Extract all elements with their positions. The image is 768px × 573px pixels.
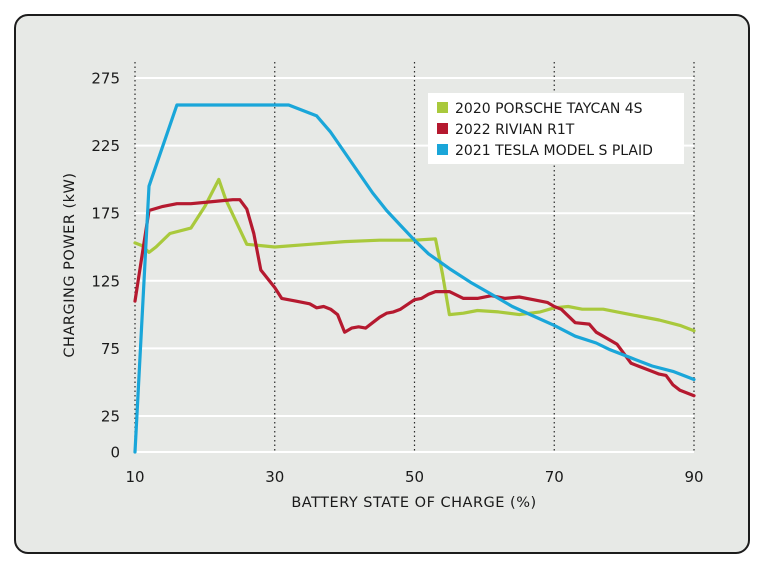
tesla-series-line [133, 103, 696, 454]
y-tick-label: 175 [91, 205, 120, 223]
legend-item-rivian: 2022 RIVIAN R1T [437, 122, 575, 138]
y-axis-title: CHARGING POWER (kW) [62, 172, 78, 357]
rivian-series-line [133, 198, 696, 398]
y-tick-label: 225 [91, 137, 120, 155]
x-tick-label: 30 [265, 468, 284, 486]
porsche-series-line [133, 177, 696, 333]
legend-swatch-tesla [437, 144, 448, 155]
y-tick-label: 275 [91, 70, 120, 88]
x-tick-label: 50 [405, 468, 424, 486]
legend: 2020 PORSCHE TAYCAN 4S 2022 RIVIAN R1T 2… [428, 93, 684, 164]
legend-item-porsche: 2020 PORSCHE TAYCAN 4S [437, 101, 643, 117]
legend-swatch-rivian [437, 123, 448, 134]
x-tick-label: 90 [684, 468, 703, 486]
x-tick-label: 10 [125, 468, 144, 486]
series-lines [133, 103, 696, 454]
axis-ticks: 0 25 75 125 175 225 275 10 30 50 70 90 [91, 70, 703, 487]
legend-label-rivian: 2022 RIVIAN R1T [455, 122, 575, 138]
legend-label-tesla: 2021 TESLA MODEL S PLAID [455, 143, 653, 159]
y-tick-label: 0 [110, 444, 120, 462]
legend-item-tesla: 2021 TESLA MODEL S PLAID [437, 143, 653, 159]
legend-swatch-porsche [437, 102, 448, 113]
y-tick-label: 75 [101, 340, 120, 358]
y-tick-label: 125 [91, 272, 120, 290]
x-axis-title: BATTERY STATE OF CHARGE (%) [291, 495, 536, 511]
y-tick-label: 25 [101, 408, 120, 426]
legend-background [428, 93, 684, 164]
x-tick-label: 70 [545, 468, 564, 486]
legend-label-porsche: 2020 PORSCHE TAYCAN 4S [455, 101, 643, 117]
